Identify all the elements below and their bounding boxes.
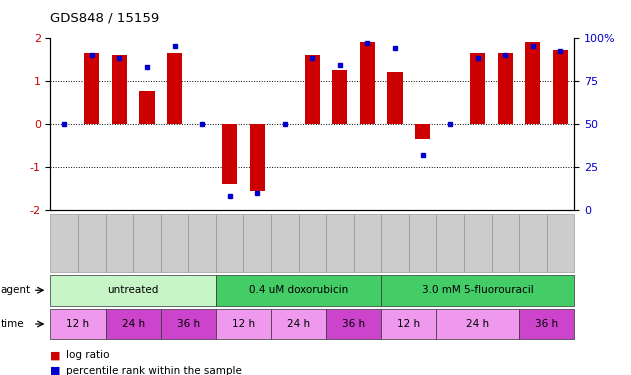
Bar — [498, 53, 513, 124]
Bar — [333, 70, 348, 124]
Bar — [360, 42, 375, 124]
Text: 24 h: 24 h — [287, 319, 310, 329]
Text: 24 h: 24 h — [466, 319, 489, 329]
Text: ■: ■ — [50, 351, 61, 360]
Bar — [415, 124, 430, 139]
Text: ■: ■ — [50, 366, 61, 375]
Bar — [222, 124, 237, 184]
Text: percentile rank within the sample: percentile rank within the sample — [66, 366, 242, 375]
Text: 36 h: 36 h — [177, 319, 200, 329]
Text: 24 h: 24 h — [122, 319, 144, 329]
Text: 12 h: 12 h — [398, 319, 420, 329]
Bar — [167, 53, 182, 124]
Bar — [470, 53, 485, 124]
Text: 3.0 mM 5-fluorouracil: 3.0 mM 5-fluorouracil — [422, 285, 534, 295]
Text: GDS848 / 15159: GDS848 / 15159 — [50, 11, 160, 24]
Text: 36 h: 36 h — [535, 319, 558, 329]
Bar — [553, 51, 568, 124]
Text: log ratio: log ratio — [66, 351, 110, 360]
Text: 12 h: 12 h — [232, 319, 255, 329]
Text: 0.4 uM doxorubicin: 0.4 uM doxorubicin — [249, 285, 348, 295]
Bar — [250, 124, 265, 190]
Bar — [112, 55, 127, 124]
Text: 36 h: 36 h — [342, 319, 365, 329]
Text: agent: agent — [1, 285, 31, 295]
Bar — [525, 42, 540, 124]
Text: 12 h: 12 h — [66, 319, 90, 329]
Text: untreated: untreated — [107, 285, 159, 295]
Bar — [85, 53, 100, 124]
Bar — [387, 72, 403, 124]
Bar — [305, 55, 320, 124]
Bar — [139, 92, 155, 124]
Text: time: time — [1, 319, 24, 329]
